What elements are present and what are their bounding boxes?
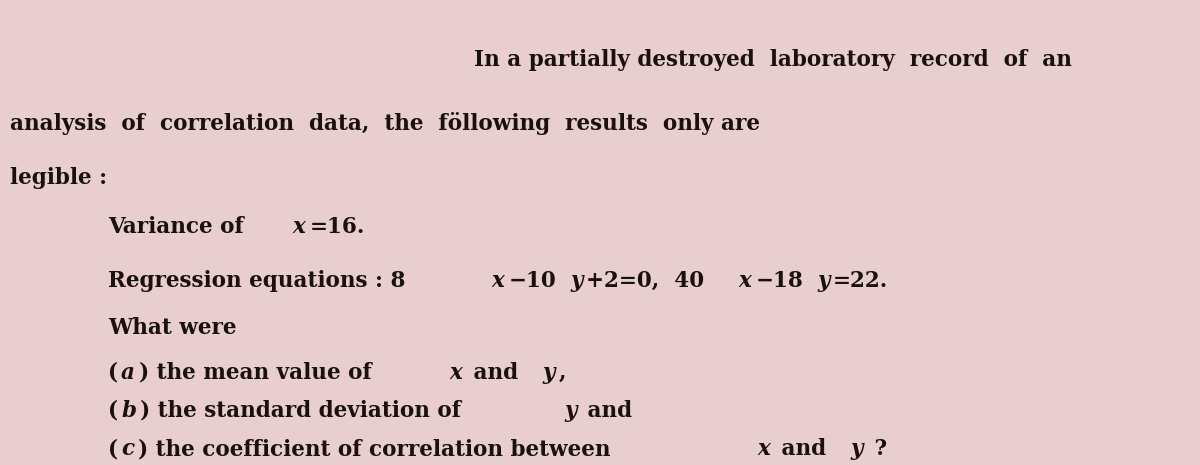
Text: x: x bbox=[492, 270, 505, 292]
Text: ) the standard deviation of: ) the standard deviation of bbox=[140, 400, 469, 422]
Text: b: b bbox=[121, 400, 136, 422]
Text: y: y bbox=[542, 362, 556, 384]
Text: y: y bbox=[817, 270, 829, 292]
Text: (: ( bbox=[108, 400, 118, 422]
Text: ,: , bbox=[559, 362, 566, 384]
Text: a: a bbox=[121, 362, 134, 384]
Text: =16.: =16. bbox=[310, 216, 365, 238]
Text: −10: −10 bbox=[509, 270, 557, 292]
Text: and: and bbox=[466, 362, 526, 384]
Text: x: x bbox=[293, 216, 306, 238]
Text: (: ( bbox=[108, 438, 118, 460]
Text: legible :: legible : bbox=[10, 167, 107, 189]
Text: ?: ? bbox=[868, 438, 887, 460]
Text: c: c bbox=[121, 438, 134, 460]
Text: What were: What were bbox=[108, 317, 236, 339]
Text: x: x bbox=[757, 438, 770, 460]
Text: ) the mean value of: ) the mean value of bbox=[139, 362, 379, 384]
Text: Variance of: Variance of bbox=[108, 216, 251, 238]
Text: +2=0,  40: +2=0, 40 bbox=[587, 270, 704, 292]
Text: ) the coefficient of correlation between: ) the coefficient of correlation between bbox=[138, 438, 618, 460]
Text: y: y bbox=[851, 438, 864, 460]
Text: x: x bbox=[739, 270, 751, 292]
Text: x: x bbox=[449, 362, 462, 384]
Text: =22.: =22. bbox=[833, 270, 888, 292]
Text: analysis  of  correlation  data,  the  föllowing  results  only are: analysis of correlation data, the föllow… bbox=[10, 112, 760, 134]
Text: y: y bbox=[564, 400, 577, 422]
Text: Regression equations : 8: Regression equations : 8 bbox=[108, 270, 406, 292]
Text: and: and bbox=[581, 400, 632, 422]
Text: y: y bbox=[570, 270, 582, 292]
Text: and: and bbox=[774, 438, 834, 460]
Text: −18: −18 bbox=[755, 270, 803, 292]
Text: (: ( bbox=[108, 362, 118, 384]
Text: In a partially destroyed  laboratory  record  of  an: In a partially destroyed laboratory reco… bbox=[474, 49, 1072, 71]
